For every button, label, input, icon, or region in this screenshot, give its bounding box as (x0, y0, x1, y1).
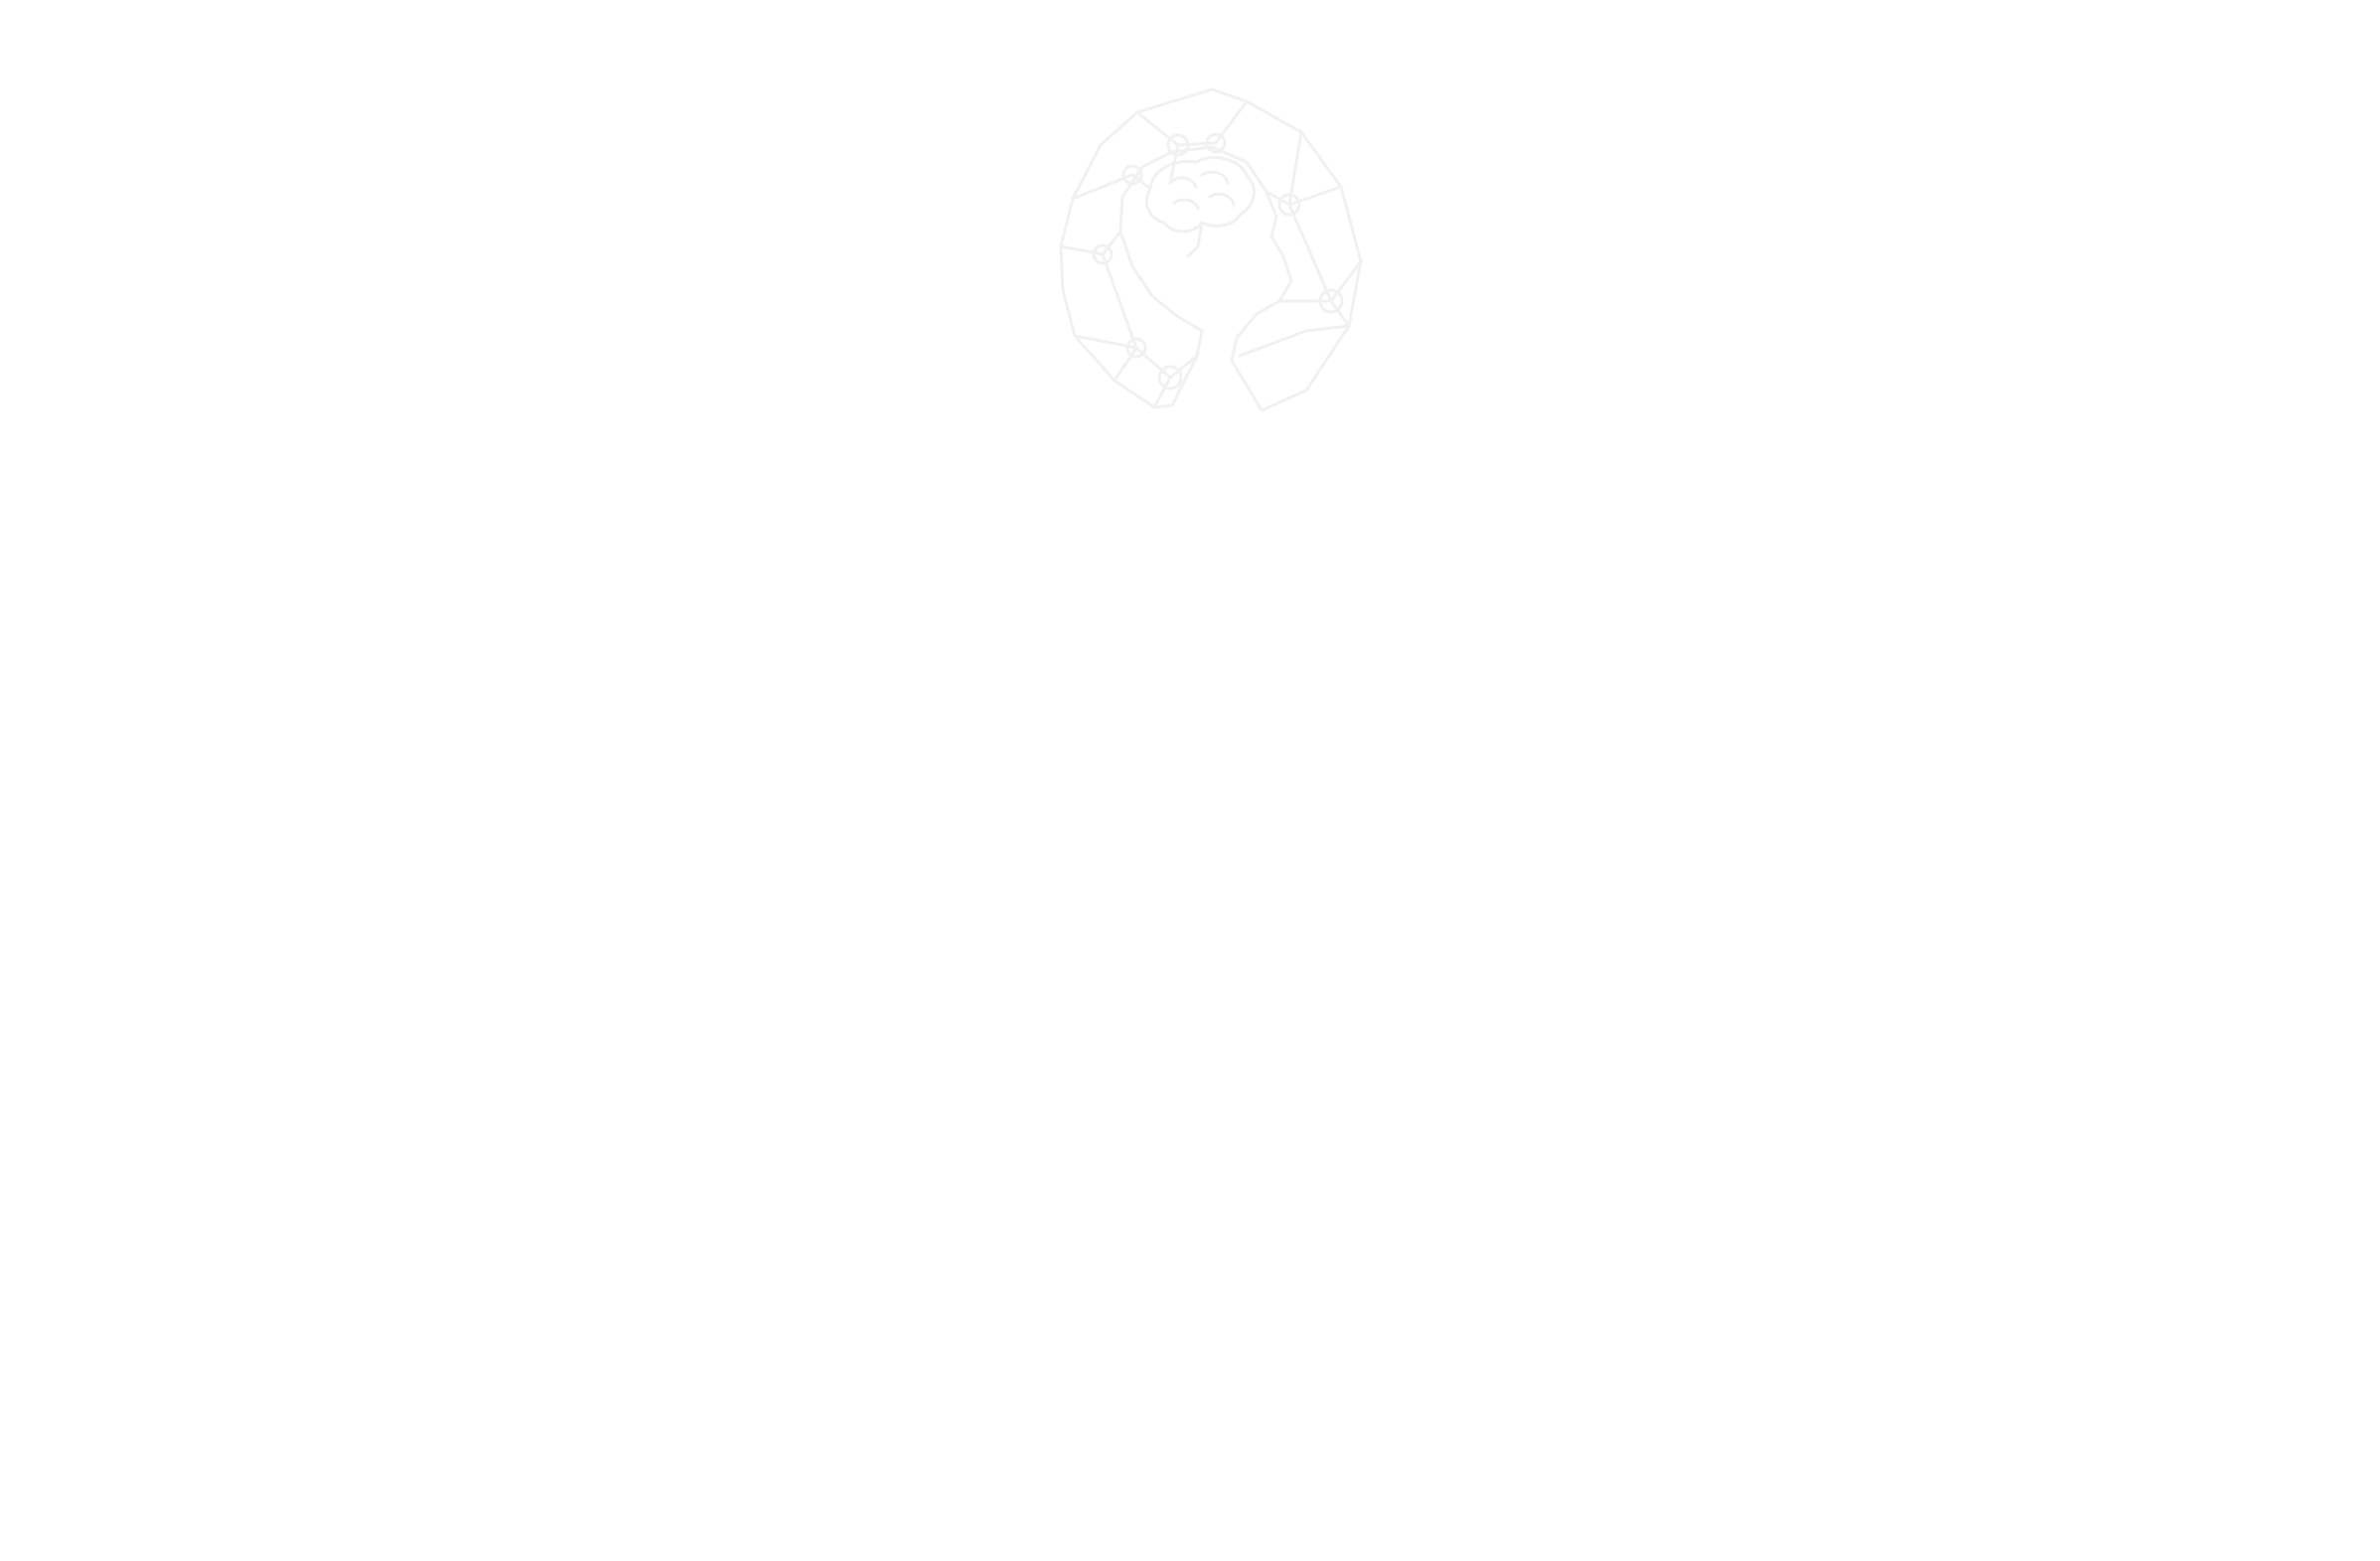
head-brain-network-icon (1059, 87, 1363, 412)
logo (1003, 58, 1381, 415)
